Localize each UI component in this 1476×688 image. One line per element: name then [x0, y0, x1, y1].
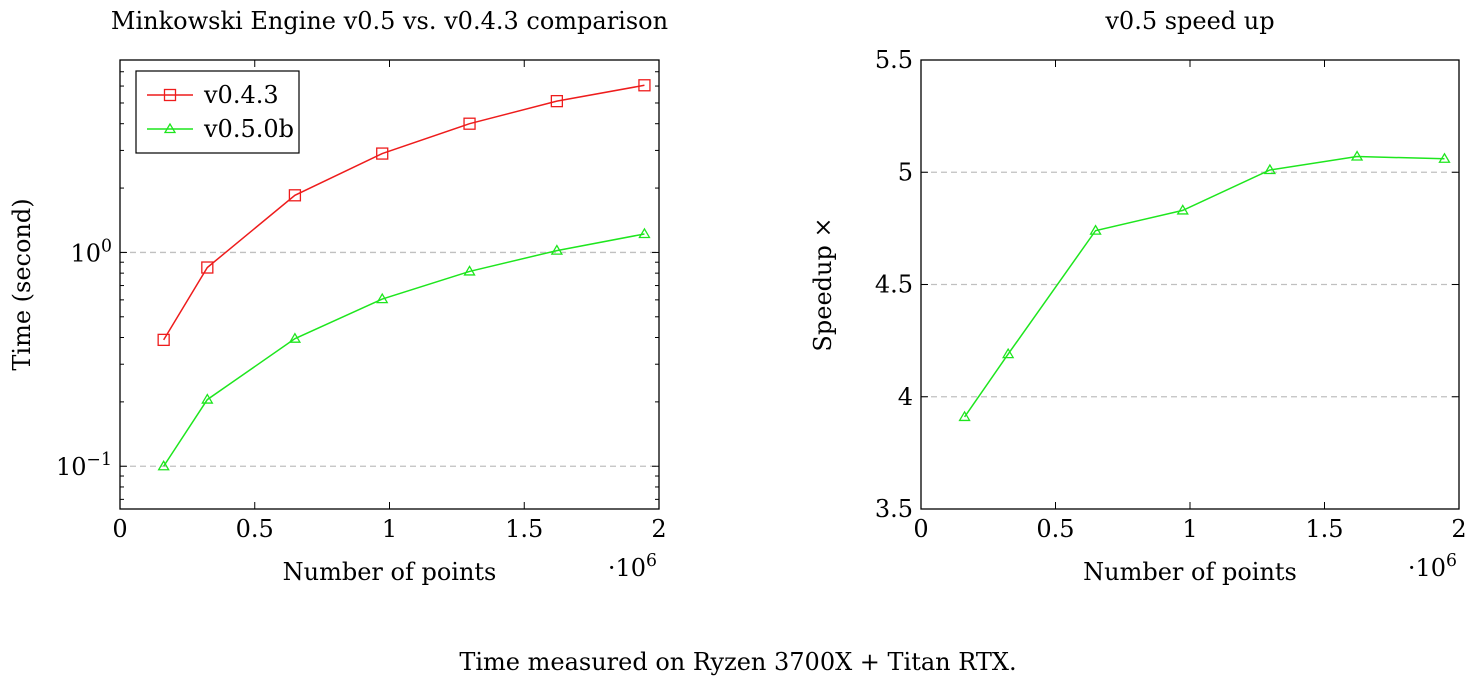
chart1-data-point — [157, 333, 170, 347]
chart2-data-point — [958, 410, 971, 422]
chart2-data-point — [1089, 224, 1102, 235]
chart1-y-tick-label: 100 — [70, 236, 112, 267]
chart2-x-scale-factor: ·106 — [1408, 551, 1457, 582]
chart1-data-point — [638, 227, 651, 239]
chart2-y-tick-label: 4.5 — [875, 271, 913, 299]
chart1-data-point — [638, 79, 651, 92]
chart1-x-scale-factor: ·106 — [608, 551, 657, 582]
chart2-axes-frame — [920, 59, 1460, 510]
chart2-y-tick-label: 5.5 — [875, 46, 913, 74]
chart1-data-point — [463, 117, 476, 130]
chart2-y-label: Speedup × — [809, 217, 837, 351]
chart2-data-point — [1176, 204, 1189, 215]
chart2-data-point — [1002, 347, 1015, 359]
chart2-data-point — [1263, 163, 1277, 175]
chart1-x-tick-label: 0 — [112, 515, 127, 543]
chart2-x-tick-label: 1.5 — [1305, 515, 1343, 543]
chart2: 3.5 4 4.5 5 5.5 0 0.5 1 1.5 2 v0.5 speed up Number … — [809, 7, 1467, 586]
legend-label-v0.4.3: v0.4.3 — [203, 81, 279, 109]
chart1-legend: v0.4.3 v0.5.0b — [135, 70, 300, 154]
chart1-data-point — [463, 265, 476, 276]
chart2-x-tick-label: 0 — [913, 515, 928, 543]
chart1-title: Minkowski Engine v0.5 vs. v0.4.3 compari… — [111, 7, 668, 35]
chart2-data-point — [1350, 150, 1364, 161]
chart1: 0 0.5 1 1.5 2 Minkowski Engine v0.5 vs. v0.4.… — [8, 7, 668, 586]
chart1-x-tick-label: 0.5 — [236, 515, 274, 543]
chart1-data-point — [550, 244, 563, 255]
chart1-data-point — [288, 332, 302, 343]
chart2-x-label: Number of points — [1083, 558, 1297, 586]
chart2-x-tick-label: 2 — [1451, 515, 1466, 543]
chart2-y-tick-label: 3.5 — [875, 495, 913, 523]
chart2-data-point — [1438, 152, 1451, 163]
chart1-data-point — [288, 189, 302, 202]
chart1-series-v0.4.3-line — [163, 84, 645, 341]
chart2-y-tick-label: 4 — [898, 383, 913, 411]
legend-box — [135, 70, 300, 154]
chart2-y-tick-label: 5 — [898, 158, 913, 186]
legend-marker — [163, 122, 177, 134]
figure-caption: Time measured on Ryzen 3700X + Titan RTX… — [459, 648, 1017, 676]
chart1-x-tick-label: 2 — [651, 515, 666, 543]
chart1-x-tick-label: 1.5 — [505, 515, 543, 543]
chart1-data-point — [550, 94, 564, 108]
chart1-y-label: Time (second) — [8, 198, 36, 370]
chart2-title: v0.5 speed up — [1104, 7, 1274, 35]
chart1-series-v0.5.0b-line — [163, 233, 645, 467]
chart1-x-tick-label: 1 — [382, 515, 397, 543]
chart2-x-tick-label: 1 — [1182, 515, 1197, 543]
legend-marker — [163, 88, 177, 102]
chart1-x-label: Number of points — [283, 558, 497, 586]
chart1-data-point — [157, 459, 170, 471]
legend-label-v0.5.0b: v0.5.0b — [203, 115, 294, 143]
chart1-data-point — [201, 261, 214, 274]
chart1-y-tick-label: 10−1 — [56, 450, 112, 481]
chart1-axes-frame — [119, 59, 660, 510]
chart1-data-point — [376, 147, 389, 160]
chart2-series-speedup-line — [963, 155, 1445, 418]
chart2-x-tick-label: 0.5 — [1036, 515, 1074, 543]
chart1-data-point — [376, 292, 389, 304]
chart1-data-point — [201, 393, 214, 404]
